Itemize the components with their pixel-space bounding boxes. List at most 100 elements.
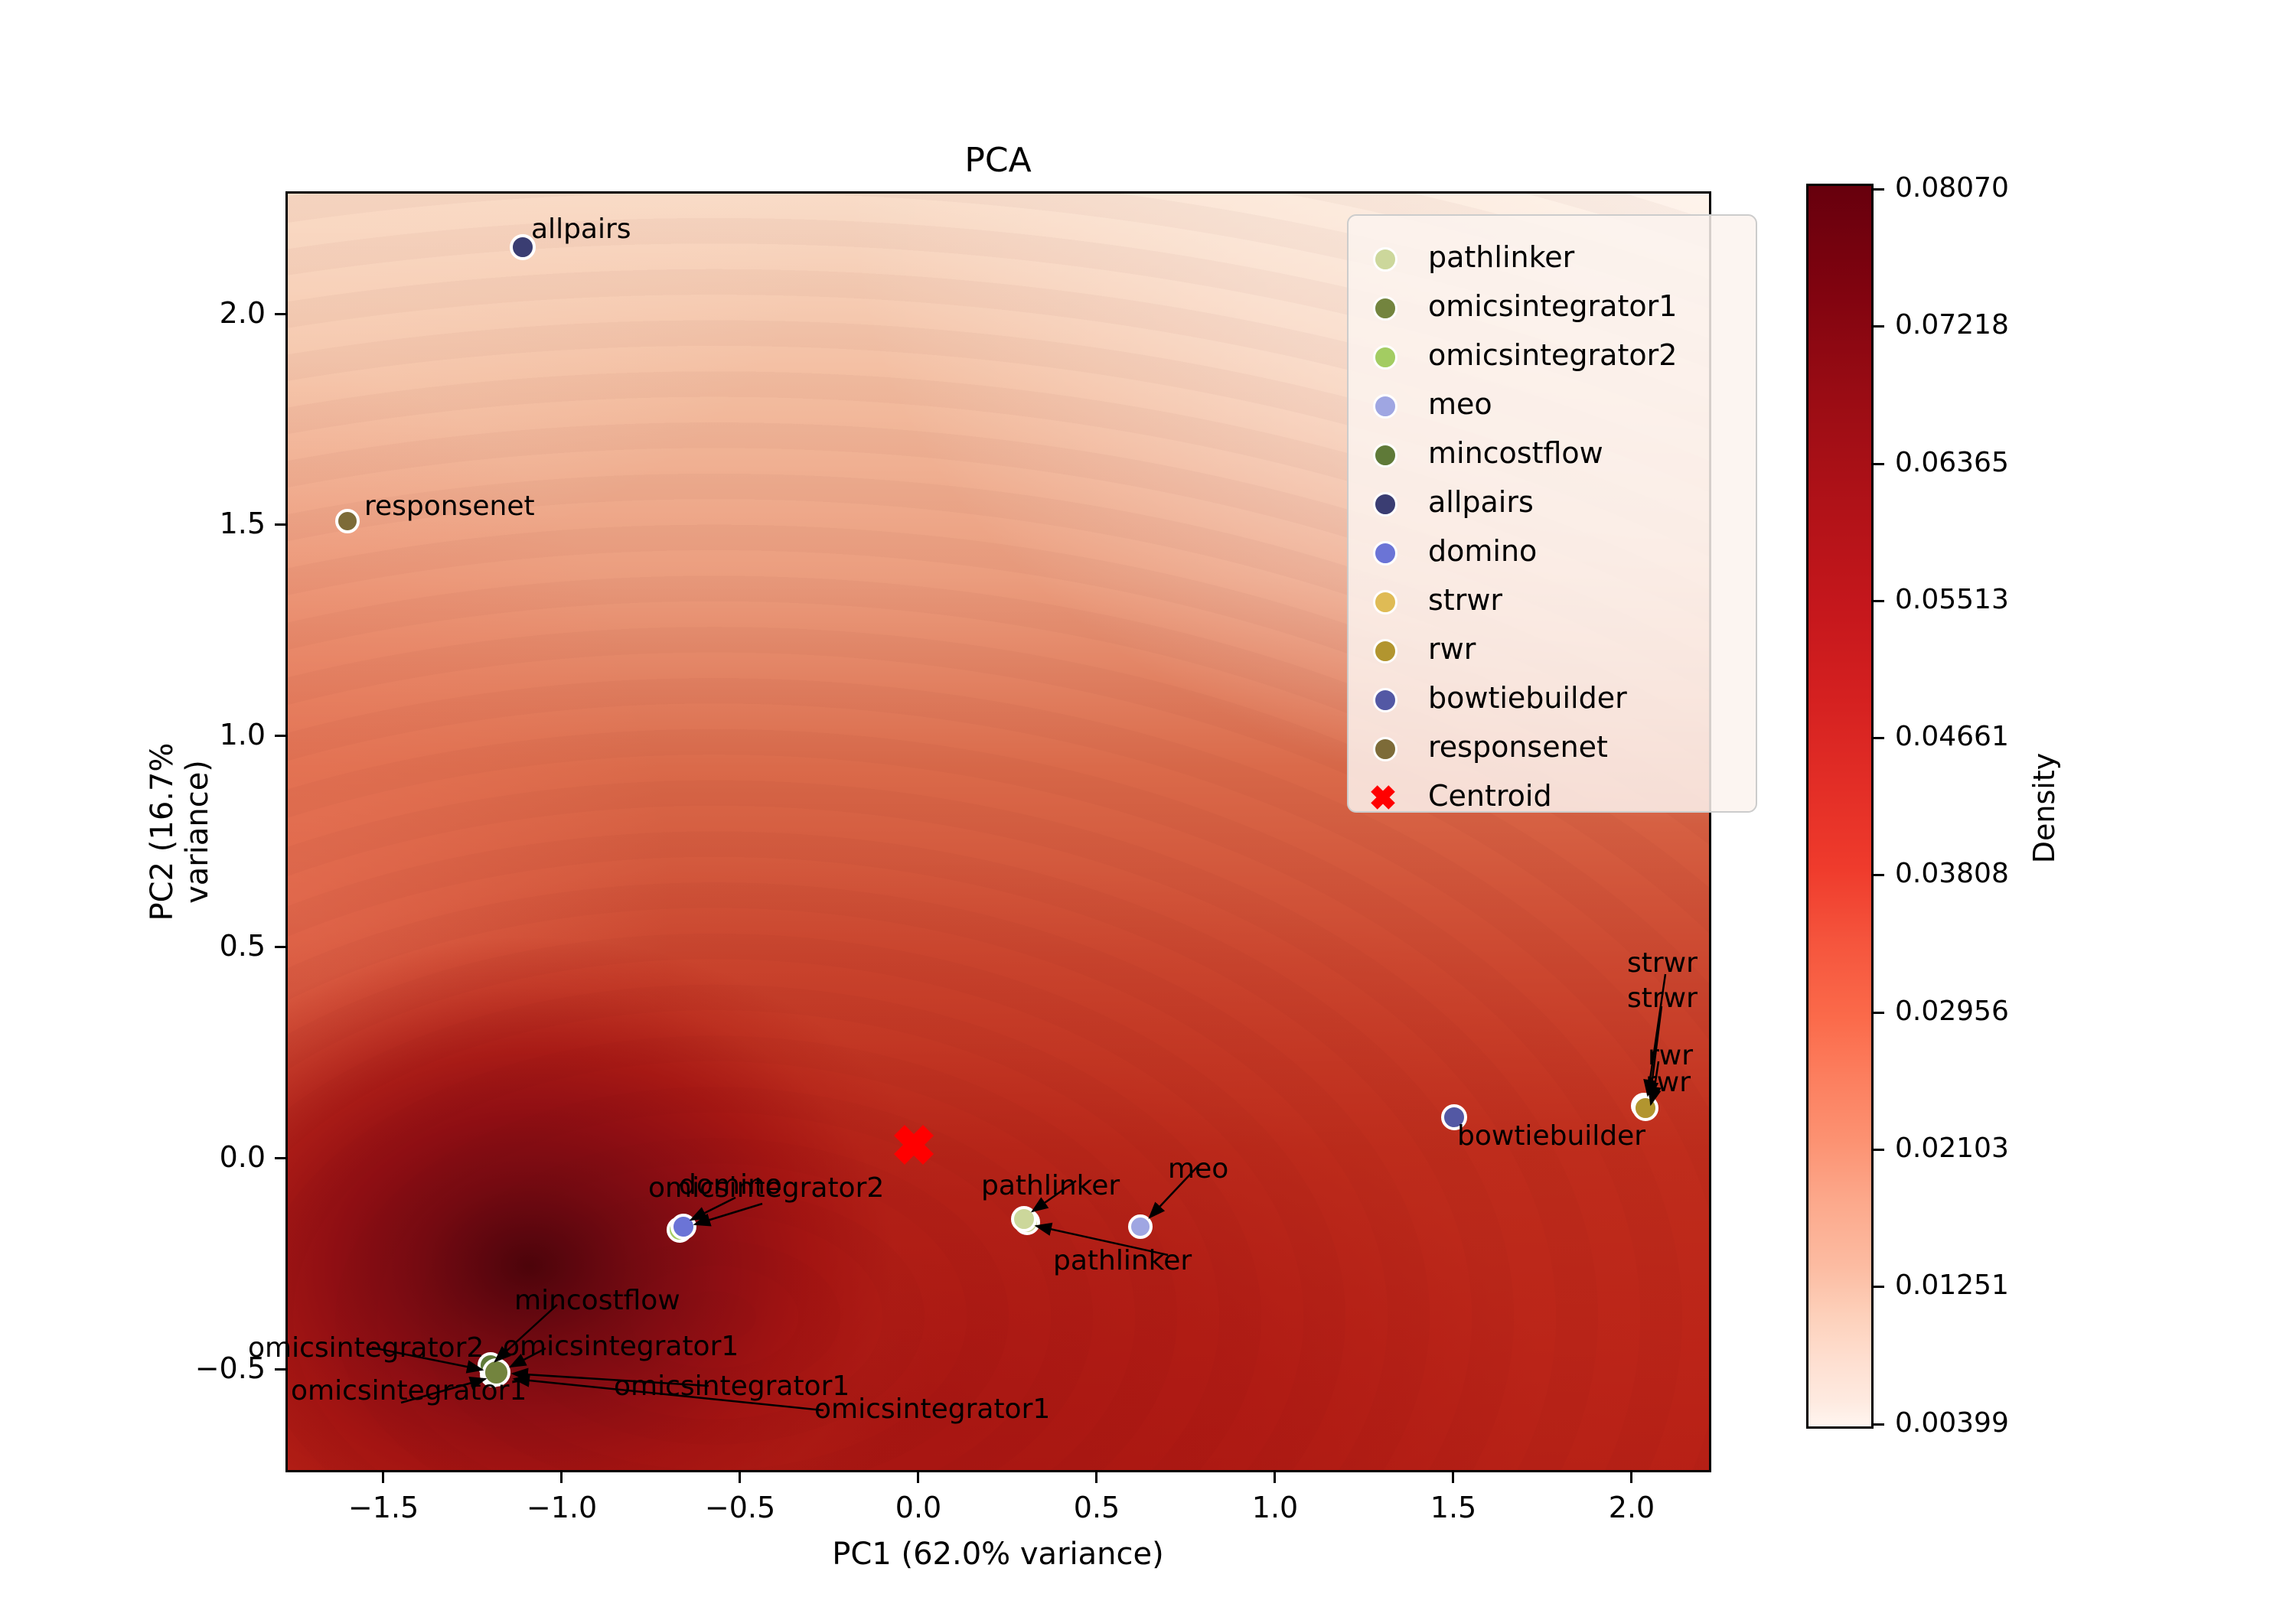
label-strwr: strwr	[1627, 983, 1698, 1014]
label-omicsintegrator1: omicsintegrator1	[814, 1393, 1051, 1425]
legend-row[interactable]: Centroid	[1349, 776, 1756, 816]
y-tick-label: 1.0	[219, 718, 266, 751]
label-mincostflow: mincostflow	[514, 1285, 680, 1316]
point-bowtiebuilder[interactable]	[1441, 1104, 1467, 1130]
legend-label: mincostflow	[1428, 436, 1603, 470]
legend-row[interactable]: meo	[1349, 384, 1756, 424]
centroid-marker[interactable]	[892, 1123, 935, 1166]
point-rwr[interactable]	[1632, 1095, 1658, 1121]
colorbar-tick	[1874, 737, 1884, 739]
legend-marker-responsenet	[1373, 737, 1397, 761]
plot-area: allpairs responsenet mincostflow omicsin…	[248, 191, 1757, 1472]
label-omicsintegrator1: omicsintegrator1	[291, 1375, 527, 1407]
legend-centroid-x-icon	[1370, 784, 1396, 813]
label-omicsintegrator1: omicsintegrator1	[503, 1331, 739, 1362]
x-tick-label: 1.5	[1430, 1491, 1477, 1524]
y-tick	[275, 946, 285, 948]
legend-row[interactable]: domino	[1349, 531, 1756, 571]
colorbar-tick-label: 0.05513	[1895, 584, 2009, 615]
label-allpairs: allpairs	[531, 214, 631, 245]
x-tick-label: 2.0	[1608, 1491, 1655, 1524]
legend-row[interactable]: omicsintegrator2	[1349, 335, 1756, 375]
x-tick-label: −1.5	[347, 1491, 419, 1524]
point-domino[interactable]	[670, 1214, 696, 1240]
colorbar-tick	[1874, 188, 1884, 191]
colorbar-tick	[1874, 1149, 1884, 1151]
colorbar-tick	[1874, 874, 1884, 876]
y-tick-label: 2.0	[219, 296, 266, 330]
legend-marker-omicsintegrator2	[1373, 345, 1397, 370]
x-tick	[1452, 1472, 1454, 1483]
legend-label: omicsintegrator1	[1428, 289, 1678, 323]
colorbar-tick-label: 0.02956	[1895, 996, 2009, 1027]
label-strwr: strwr	[1627, 947, 1698, 979]
colorbar-tick	[1874, 325, 1884, 328]
label-responsenet: responsenet	[364, 491, 535, 522]
x-tick	[739, 1472, 741, 1483]
label-domino: domino	[679, 1169, 782, 1201]
legend-row[interactable]: omicsintegrator1	[1349, 286, 1756, 326]
colorbar-tick-label: 0.04661	[1895, 721, 2009, 752]
colorbar-tick-label: 0.00399	[1895, 1407, 2009, 1439]
x-tick	[382, 1472, 384, 1483]
label-pathlinker: pathlinker	[1053, 1245, 1192, 1276]
y-tick-label: −0.5	[194, 1351, 266, 1385]
legend-marker-strwr	[1373, 590, 1397, 614]
colorbar-tick	[1874, 1423, 1884, 1426]
legend-row[interactable]: bowtiebuilder	[1349, 678, 1756, 718]
legend-marker-domino	[1373, 541, 1397, 566]
legend-marker-bowtiebuilder	[1373, 688, 1397, 712]
chart-title: PCA	[964, 141, 1032, 180]
colorbar-tick-label: 0.07218	[1895, 309, 2009, 341]
point-allpairs[interactable]	[510, 234, 536, 260]
x-axis-label: PC1 (62.0% variance)	[832, 1537, 1164, 1572]
x-tick	[560, 1472, 563, 1483]
centroid-x-icon	[894, 1125, 934, 1165]
colorbar-tick-label: 0.08070	[1895, 172, 2009, 204]
y-tick	[275, 523, 285, 526]
y-axis-label: PC2 (16.7% variance)	[145, 742, 215, 921]
colorbar-tick-label: 0.02103	[1895, 1133, 2009, 1164]
y-tick-label: 0.0	[219, 1140, 266, 1174]
legend-row[interactable]: mincostflow	[1349, 433, 1756, 473]
legend-label: rwr	[1428, 632, 1476, 666]
legend-row[interactable]: responsenet	[1349, 727, 1756, 767]
point-meo[interactable]	[1128, 1214, 1153, 1239]
legend-label: omicsintegrator2	[1428, 338, 1678, 372]
label-omicsintegrator2: omicsintegrator2	[248, 1332, 484, 1364]
legend-label: domino	[1428, 534, 1538, 568]
colorbar	[1806, 184, 1874, 1429]
colorbar-tick-label: 0.01251	[1895, 1270, 2009, 1301]
colorbar-tick	[1874, 1286, 1884, 1288]
point-responsenet[interactable]	[335, 509, 360, 533]
legend-row[interactable]: rwr	[1349, 629, 1756, 669]
x-tick	[1274, 1472, 1276, 1483]
legend-label: meo	[1428, 387, 1492, 421]
legend-marker-allpairs	[1373, 492, 1397, 517]
colorbar-tick-label: 0.06365	[1895, 447, 2009, 478]
colorbar-tick	[1874, 1012, 1884, 1014]
legend-label: Centroid	[1428, 779, 1552, 813]
x-tick-label: 0.0	[895, 1491, 942, 1524]
legend: pathlinker omicsintegrator1 omicsintegra…	[1347, 214, 1757, 813]
legend-label: responsenet	[1428, 730, 1608, 764]
y-tick-label: 0.5	[219, 929, 266, 963]
y-tick	[275, 1157, 285, 1159]
x-tick	[917, 1472, 919, 1483]
legend-marker-pathlinker	[1373, 247, 1397, 272]
colorbar-tick-label: 0.03808	[1895, 858, 2009, 889]
colorbar-tick	[1874, 600, 1884, 602]
legend-marker-omicsintegrator1	[1373, 296, 1397, 321]
y-tick	[275, 735, 285, 737]
x-tick-label: −0.5	[704, 1491, 776, 1524]
legend-marker-rwr	[1373, 639, 1397, 663]
y-tick-label: 1.5	[219, 507, 266, 540]
legend-marker-meo	[1373, 394, 1397, 419]
legend-label: allpairs	[1428, 485, 1534, 519]
point-pathlinker[interactable]	[1011, 1206, 1037, 1232]
legend-row[interactable]: allpairs	[1349, 482, 1756, 522]
y-tick	[275, 1368, 285, 1371]
legend-row[interactable]: pathlinker	[1349, 237, 1756, 277]
legend-row[interactable]: strwr	[1349, 580, 1756, 620]
